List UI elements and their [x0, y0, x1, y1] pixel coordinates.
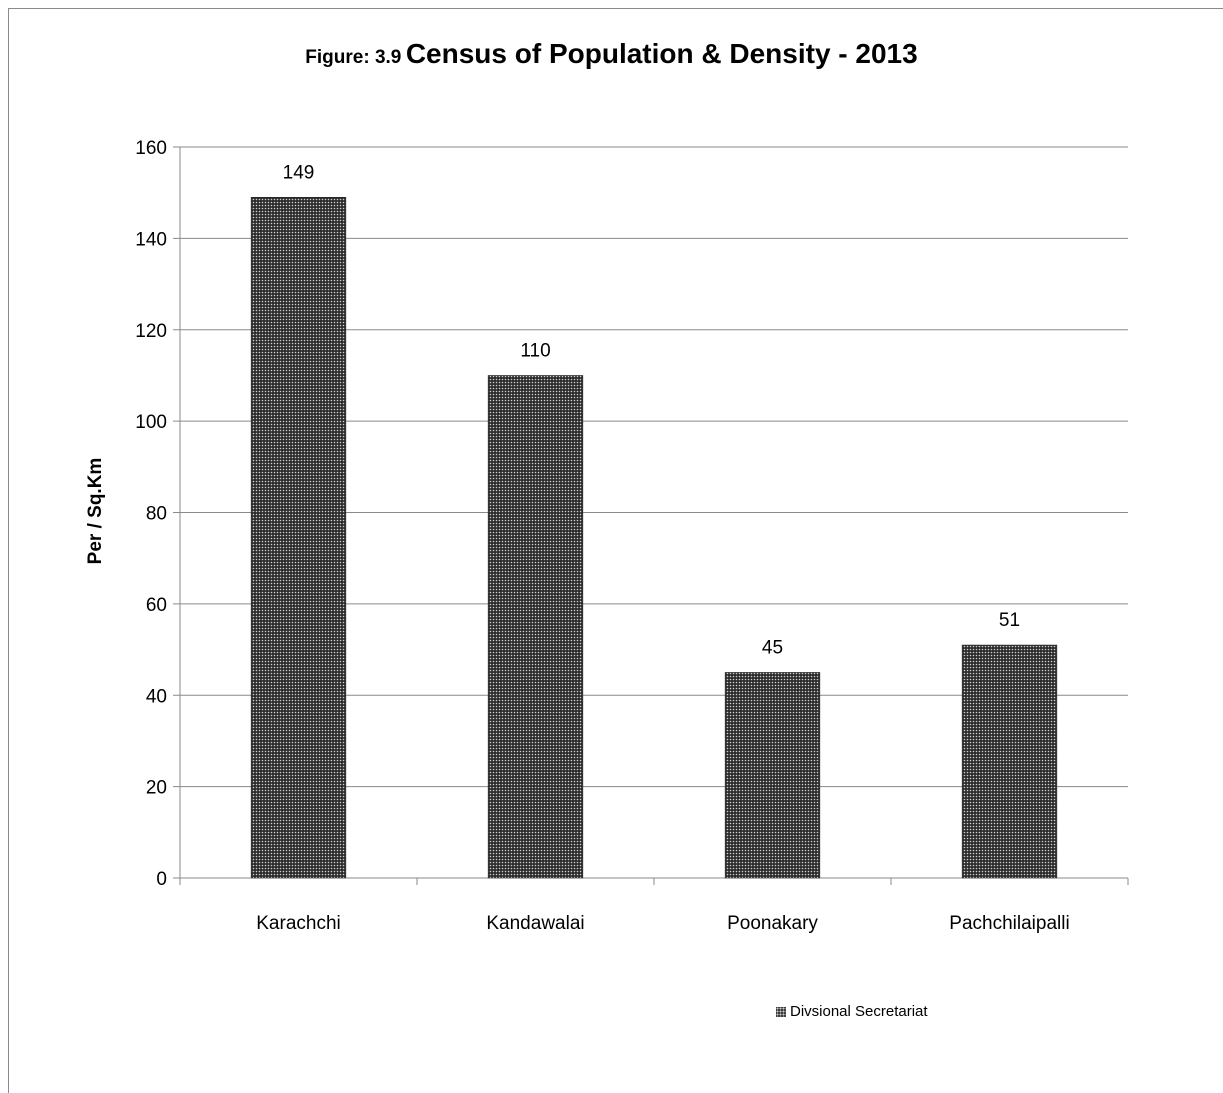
y-tick-label: 40	[146, 686, 167, 707]
chart-title-prefix: Figure: 3.9	[305, 47, 402, 68]
chart-title-main: Census of Population & Density - 2013	[405, 38, 918, 69]
x-category-label: Karachchi	[256, 913, 341, 934]
data-label: 45	[762, 637, 783, 658]
bar	[487, 375, 584, 879]
bars	[250, 197, 1058, 879]
y-tick-label: 20	[146, 778, 167, 799]
y-tick-label: 160	[135, 138, 167, 159]
bar	[724, 672, 821, 879]
x-category-label: Pachchilaipalli	[949, 913, 1069, 934]
y-tick-label: 140	[135, 229, 167, 250]
chart-title: Figure: 3.9 Census of Population & Densi…	[0, 38, 1223, 70]
y-tick-label: 120	[135, 321, 167, 342]
y-tick-label: 100	[135, 412, 167, 433]
data-label: 149	[283, 162, 315, 183]
y-axis-title: Per / Sq.Km	[85, 458, 106, 565]
y-tick-label: 60	[146, 595, 167, 616]
data-label: 110	[520, 340, 550, 361]
y-tick-label: 80	[146, 504, 167, 525]
legend-swatch	[776, 1006, 786, 1017]
chart-frame	[8, 8, 1223, 1093]
legend: Divsional Secretariat	[776, 1003, 928, 1020]
legend-label: Divsional Secretariat	[790, 1003, 928, 1020]
data-label: 51	[999, 610, 1020, 631]
x-category-label: Poonakary	[727, 913, 818, 934]
bar	[961, 644, 1058, 879]
y-tick-label: 0	[156, 869, 167, 890]
labels: 0 20 40 60 80 100 120 140 160 149 Karachchi 110 Kand…	[135, 138, 1069, 934]
x-category-label: Kandawalai	[486, 913, 584, 934]
bar	[250, 197, 347, 879]
